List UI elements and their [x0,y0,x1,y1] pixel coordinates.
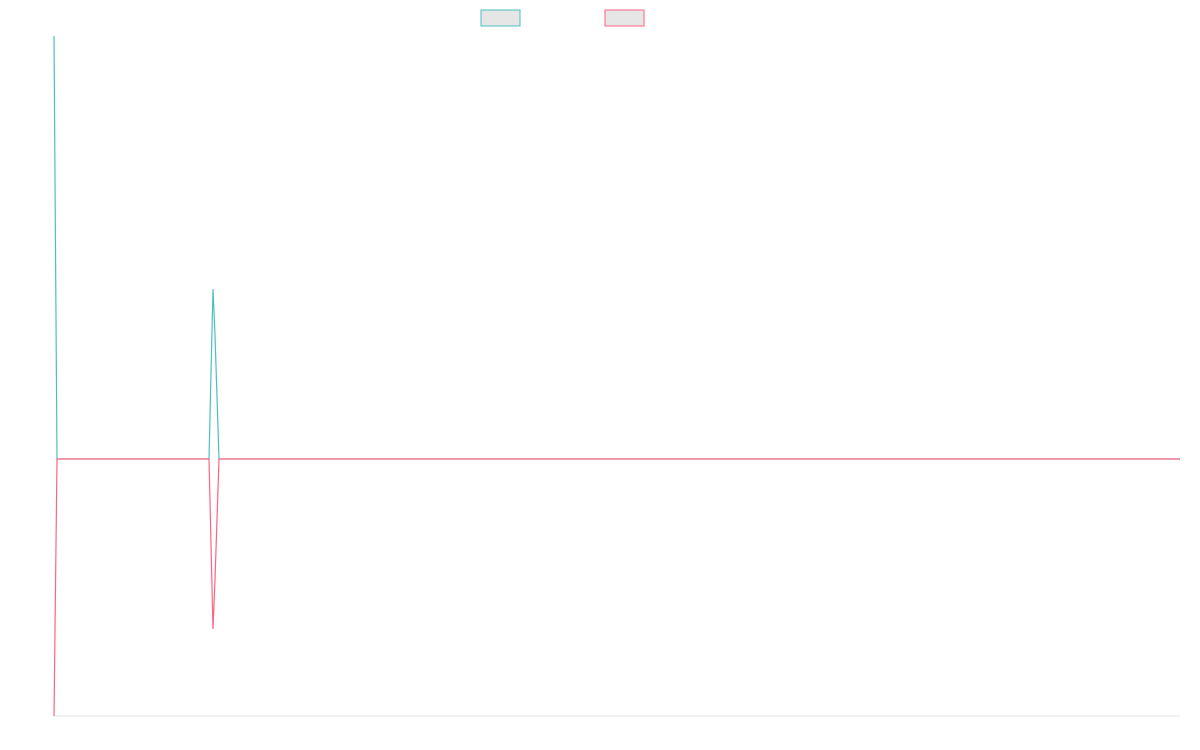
legend-swatch [480,9,521,27]
legend-swatch [604,9,645,27]
line-series [53,458,1180,717]
line-series [53,35,1180,460]
legend [480,9,645,27]
